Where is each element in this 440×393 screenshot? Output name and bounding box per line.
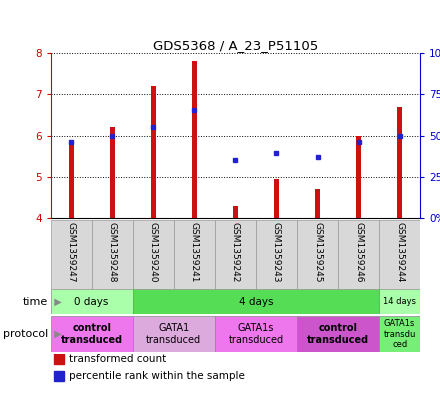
Text: control
transduced: control transduced bbox=[61, 323, 123, 345]
Bar bbox=[379, 289, 420, 314]
Text: GSM1359245: GSM1359245 bbox=[313, 222, 322, 283]
Bar bbox=[233, 206, 238, 218]
Bar bbox=[51, 289, 133, 314]
Bar bbox=[297, 316, 379, 352]
Bar bbox=[215, 316, 297, 352]
Text: percentile rank within the sample: percentile rank within the sample bbox=[69, 371, 245, 381]
Bar bbox=[133, 220, 174, 289]
Text: GSM1359246: GSM1359246 bbox=[354, 222, 363, 283]
Text: GATA1
transduced: GATA1 transduced bbox=[146, 323, 202, 345]
Text: ▶: ▶ bbox=[48, 297, 62, 307]
Bar bbox=[151, 86, 156, 218]
Text: time: time bbox=[23, 297, 48, 307]
Bar bbox=[379, 316, 420, 352]
Bar bbox=[51, 316, 133, 352]
Text: protocol: protocol bbox=[3, 329, 48, 339]
Bar bbox=[315, 189, 320, 218]
Text: GSM1359243: GSM1359243 bbox=[272, 222, 281, 283]
Bar bbox=[297, 220, 338, 289]
Text: GSM1359244: GSM1359244 bbox=[395, 222, 404, 283]
Text: GATA1s
transdu
ced: GATA1s transdu ced bbox=[384, 319, 416, 349]
Text: GATA1s
transduced: GATA1s transduced bbox=[228, 323, 283, 345]
Bar bbox=[379, 220, 420, 289]
Text: GSM1359241: GSM1359241 bbox=[190, 222, 199, 283]
Text: ▶: ▶ bbox=[48, 329, 62, 339]
Bar bbox=[51, 220, 92, 289]
Bar bbox=[54, 371, 63, 381]
Bar bbox=[54, 354, 63, 364]
Text: control
transduced: control transduced bbox=[307, 323, 369, 345]
Title: GDS5368 / A_23_P51105: GDS5368 / A_23_P51105 bbox=[153, 39, 318, 52]
Bar bbox=[133, 289, 379, 314]
Bar bbox=[192, 61, 197, 218]
Text: transformed count: transformed count bbox=[69, 354, 166, 364]
Text: 0 days: 0 days bbox=[74, 297, 109, 307]
Bar bbox=[92, 220, 133, 289]
Bar bbox=[110, 127, 115, 218]
Bar bbox=[256, 220, 297, 289]
Text: GSM1359248: GSM1359248 bbox=[108, 222, 117, 283]
Text: GSM1359247: GSM1359247 bbox=[66, 222, 76, 283]
Text: 4 days: 4 days bbox=[238, 297, 273, 307]
Bar bbox=[215, 220, 256, 289]
Text: GSM1359242: GSM1359242 bbox=[231, 222, 240, 283]
Bar bbox=[174, 220, 215, 289]
Bar bbox=[397, 107, 402, 218]
Bar bbox=[133, 316, 215, 352]
Bar bbox=[274, 179, 279, 218]
Bar bbox=[338, 220, 379, 289]
Bar bbox=[69, 142, 73, 218]
Text: GSM1359240: GSM1359240 bbox=[149, 222, 158, 283]
Bar bbox=[356, 136, 361, 218]
Text: 14 days: 14 days bbox=[383, 297, 416, 306]
